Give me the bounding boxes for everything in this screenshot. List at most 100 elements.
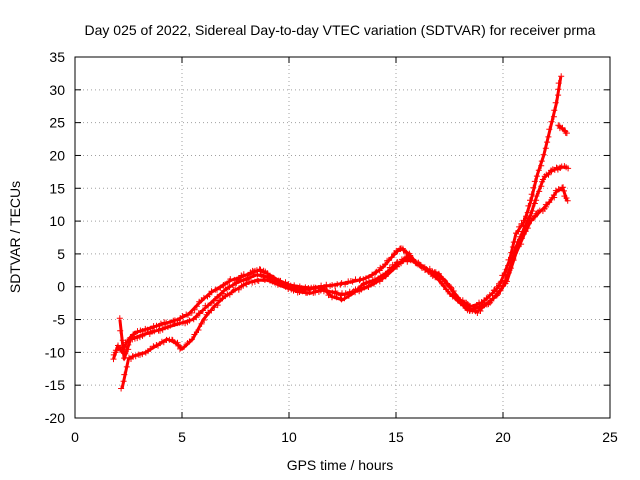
data-point (384, 268, 391, 275)
data-point (550, 113, 557, 120)
data-point (149, 327, 156, 334)
grid (75, 57, 610, 418)
y-tick-label: -15 (45, 377, 65, 393)
data-point (507, 265, 514, 272)
data-point (564, 197, 571, 204)
data-point (440, 276, 447, 283)
data-point (208, 288, 215, 295)
data-point (365, 274, 372, 281)
data-point (546, 126, 553, 133)
data-point (134, 335, 141, 342)
data-point (460, 302, 467, 309)
y-tick-label: -20 (45, 410, 65, 426)
y-tick-label: 10 (49, 213, 65, 229)
data-point (542, 145, 549, 152)
data-point (341, 295, 348, 302)
y-tick-label: 35 (49, 49, 65, 65)
data-point (497, 287, 504, 294)
data-point (129, 336, 136, 343)
data-point (301, 286, 308, 292)
y-tick-label: 30 (49, 82, 65, 98)
data-point (179, 313, 186, 320)
data-series (110, 73, 572, 392)
data-point (440, 282, 447, 289)
y-tick-label: -10 (45, 344, 65, 360)
data-point (558, 73, 565, 80)
data-point (382, 261, 389, 268)
data-point (385, 257, 392, 264)
plot-frame (74, 56, 611, 419)
data-point (338, 296, 345, 303)
data-point (188, 309, 195, 316)
x-tick-label: 10 (281, 429, 297, 445)
data-point (157, 320, 164, 327)
data-point (531, 178, 538, 185)
data-point (391, 251, 398, 258)
series-mid-track (116, 184, 571, 362)
data-point (121, 371, 128, 378)
data-point (552, 99, 559, 106)
data-point (332, 288, 339, 295)
data-point (477, 308, 484, 314)
data-point (528, 191, 535, 198)
data-point (181, 343, 188, 350)
data-point (514, 238, 521, 245)
data-point (270, 275, 277, 281)
data-point (360, 276, 367, 283)
data-point (522, 228, 529, 235)
data-point (432, 270, 439, 277)
y-axis-label: SDTVAR / TECUs (7, 181, 23, 293)
y-tick-label: 25 (49, 115, 65, 131)
data-point (193, 303, 200, 310)
data-point (171, 320, 178, 327)
data-point (441, 278, 448, 285)
data-point (524, 209, 531, 216)
data-point (380, 272, 386, 279)
data-point (226, 284, 233, 290)
data-point (325, 292, 332, 299)
data-point (342, 281, 349, 288)
data-point (530, 184, 537, 191)
data-point (503, 278, 510, 285)
data-point (369, 271, 376, 278)
data-point (527, 213, 534, 219)
data-point (206, 291, 213, 298)
data-point (356, 277, 363, 284)
data-point (555, 186, 562, 193)
data-point (363, 280, 370, 287)
data-point (436, 274, 443, 281)
data-point (220, 290, 226, 297)
chart-title: Day 025 of 2022, Sidereal Day-to-day VTE… (85, 22, 596, 38)
data-point (400, 256, 407, 263)
data-point (563, 195, 570, 201)
data-point (230, 287, 237, 294)
data-point (354, 286, 361, 293)
data-point (518, 241, 525, 248)
data-point (389, 261, 396, 268)
data-point (167, 322, 174, 329)
data-point (208, 307, 215, 314)
data-point (139, 351, 146, 358)
data-point (486, 291, 493, 298)
data-point (323, 281, 330, 288)
data-point (418, 263, 425, 270)
data-point (245, 274, 251, 281)
data-point (546, 199, 553, 206)
data-point (253, 267, 260, 274)
data-point (485, 301, 492, 308)
data-point (318, 282, 325, 289)
data-point (514, 244, 521, 251)
data-point (196, 310, 203, 317)
data-point (373, 268, 380, 275)
data-point (505, 256, 512, 263)
data-point (443, 286, 450, 293)
data-point (217, 284, 224, 291)
data-point (237, 276, 244, 283)
y-tick-label: -5 (53, 312, 66, 328)
data-point (555, 92, 562, 99)
series-short-segment (555, 122, 570, 137)
data-point (116, 315, 123, 322)
data-point (446, 290, 453, 297)
data-point (214, 293, 221, 300)
data-point (191, 331, 198, 338)
